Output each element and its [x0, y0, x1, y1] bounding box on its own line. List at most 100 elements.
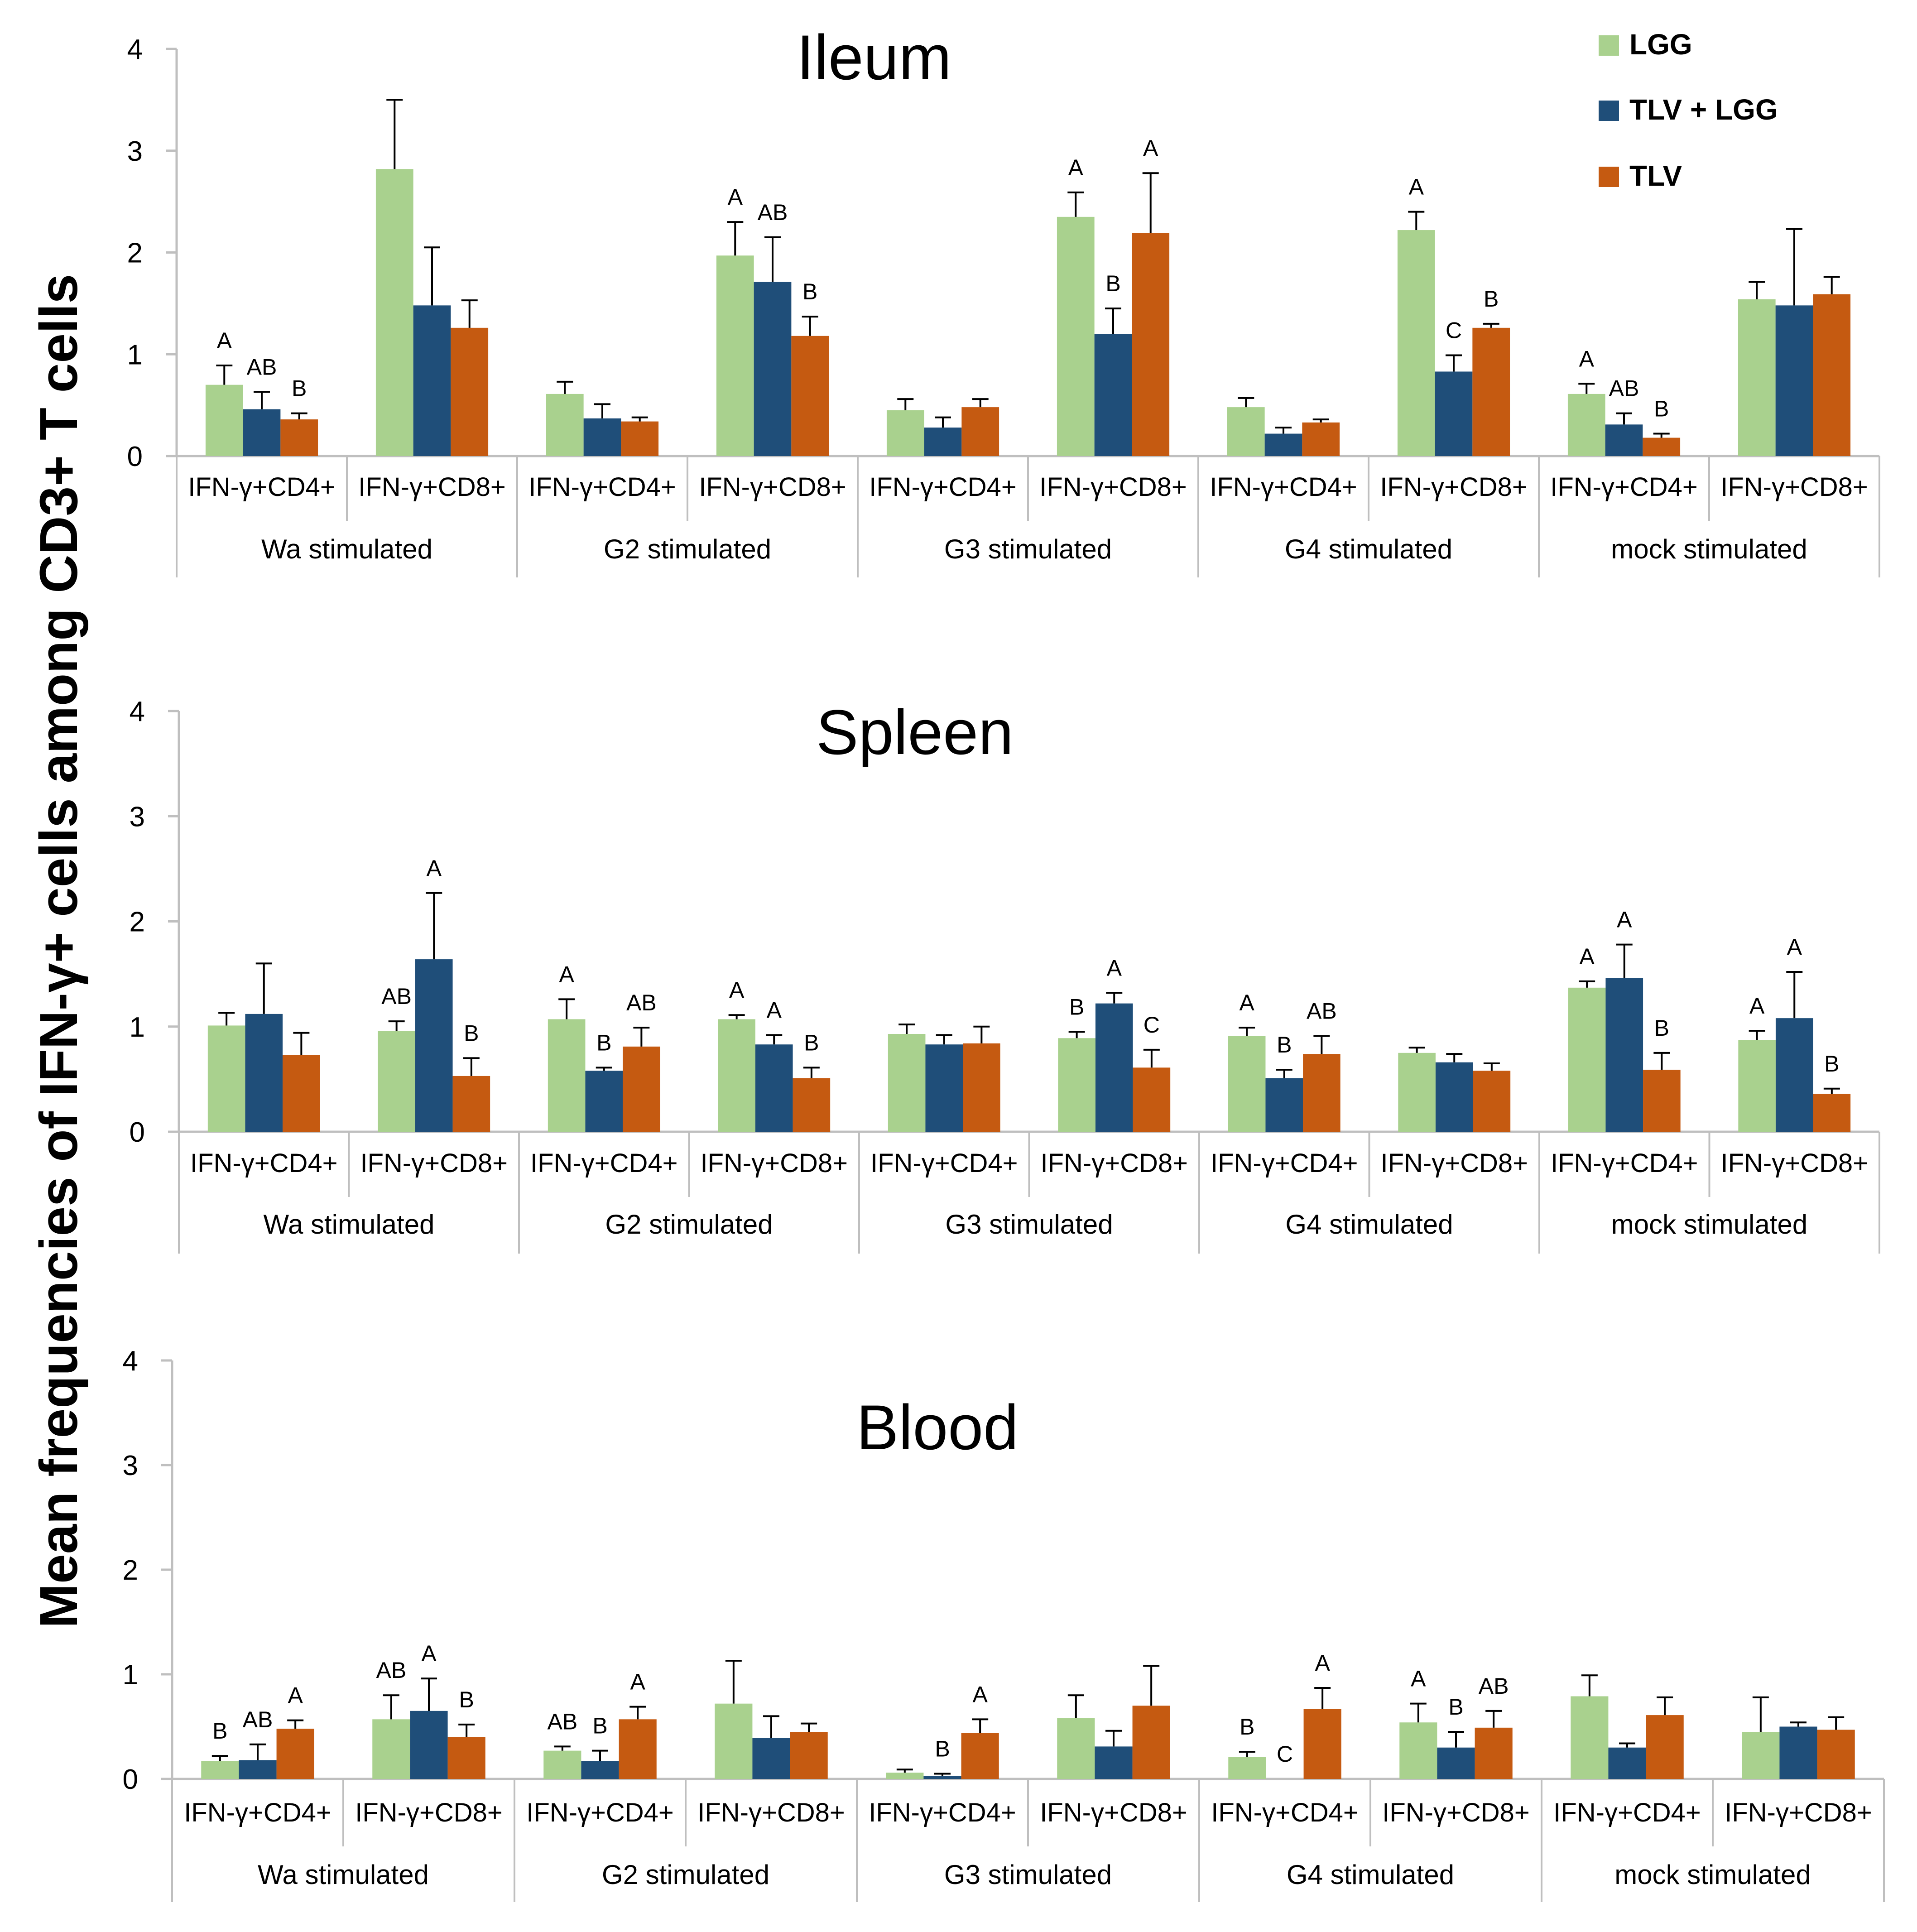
blood-bar-tlv-lgg	[1779, 1726, 1817, 1779]
blood-bar-tlv	[1475, 1727, 1513, 1779]
legend-item-lgg: LGG	[1599, 28, 1692, 61]
ileum-category-label: IFN-γ+CD8+	[358, 472, 506, 502]
ileum-bar-tlv	[621, 421, 659, 456]
spleen-bar-tlv	[1133, 1067, 1171, 1132]
ileum-bar-lgg	[1227, 407, 1265, 456]
blood-significance-letter-tlv-lgg: B	[592, 1713, 607, 1739]
ileum-bar-lgg	[1738, 299, 1776, 456]
spleen-category-label: IFN-γ+CD4+	[870, 1149, 1018, 1178]
blood-category-label: IFN-γ+CD8+	[355, 1798, 503, 1827]
y-axis-label: Mean frequencies of IFN-γ+ cells among C…	[29, 274, 89, 1628]
blood-bar-tlv	[1132, 1706, 1170, 1779]
ileum-y-tick-label: 1	[127, 339, 143, 370]
ileum-bar-lgg	[375, 169, 413, 457]
spleen-category-label: IFN-γ+CD4+	[530, 1149, 678, 1178]
blood-bar-tlv-lgg	[1608, 1747, 1646, 1779]
ileum-category-label: IFN-γ+CD4+	[528, 472, 676, 502]
spleen-category-label: IFN-γ+CD8+	[1380, 1149, 1528, 1178]
spleen-bar-tlv	[623, 1046, 660, 1132]
legend-label-tlv-lgg: TLV + LGG	[1629, 93, 1778, 126]
ileum-group-label: G3 stimulated	[944, 534, 1112, 564]
blood-bar-tlv-lgg	[752, 1738, 790, 1779]
spleen-bar-tlv-lgg	[585, 1071, 623, 1132]
ileum-y-tick-label: 0	[127, 441, 143, 472]
ileum-significance-letter-tlv: B	[1654, 396, 1669, 422]
ileum-significance-letter-tlv: A	[1143, 135, 1158, 161]
spleen-bar-lgg	[1738, 1040, 1776, 1132]
ileum-bar-tlv-lgg	[1605, 424, 1643, 456]
spleen-bar-lgg	[1228, 1036, 1266, 1132]
spleen-group-label: G4 stimulated	[1285, 1209, 1453, 1240]
spleen-bar-tlv	[963, 1043, 1000, 1132]
ileum-significance-letter-tlv: B	[802, 279, 817, 304]
blood-panel: Blood 0 1 2 3 4 IFN-γ+CD4+ IFN-γ+CD8+ IFN-γ+CD4+…	[123, 1346, 1885, 1902]
spleen-bar-tlv	[452, 1076, 490, 1132]
blood-category-label: IFN-γ+CD4+	[526, 1798, 674, 1827]
spleen-significance-letter-tlv-lgg: A	[1787, 934, 1802, 960]
spleen-significance-letter-tlv: B	[804, 1030, 819, 1055]
ileum-category-label: IFN-γ+CD8+	[699, 472, 846, 502]
legend-label-tlv: TLV	[1629, 159, 1682, 192]
ileum-bar-tlv-lgg	[1264, 433, 1302, 456]
blood-bar-tlv	[961, 1733, 999, 1779]
blood-group-label: Wa stimulated	[258, 1860, 429, 1890]
blood-significance-letter-tlv: A	[630, 1669, 645, 1695]
ileum-bar-lgg	[1057, 216, 1095, 456]
ileum-group-label: Wa stimulated	[261, 534, 432, 564]
ileum-category-label: IFN-γ+CD4+	[188, 472, 336, 502]
spleen-significance-letter-lgg: A	[729, 977, 745, 1003]
ileum-category-label: IFN-γ+CD4+	[1210, 472, 1357, 502]
blood-bar-tlv-lgg	[1095, 1746, 1133, 1779]
blood-category-label: IFN-γ+CD4+	[1553, 1798, 1701, 1827]
ileum-bar-tlv-lgg	[243, 409, 281, 456]
blood-significance-letter-tlv-lgg: C	[1277, 1741, 1293, 1767]
spleen-category-label: IFN-γ+CD8+	[1040, 1149, 1188, 1178]
spleen-significance-letter-lgg: A	[1749, 993, 1765, 1019]
spleen-significance-letter-tlv: B	[1824, 1051, 1839, 1077]
ileum-bar-tlv-lgg	[583, 418, 621, 456]
spleen-bar-tlv	[1303, 1054, 1340, 1132]
spleen-y-tick-label: 3	[130, 801, 145, 832]
ileum-bar-lgg	[546, 394, 584, 456]
ileum-y-tick-label: 4	[127, 34, 143, 65]
spleen-y-tick-label: 1	[130, 1012, 145, 1043]
blood-bar-lgg	[715, 1703, 753, 1779]
ileum-significance-letter-tlv-lgg: B	[1105, 271, 1120, 296]
ileum-group-label: mock stimulated	[1611, 534, 1807, 564]
spleen-y-tick-label: 0	[130, 1117, 145, 1148]
blood-significance-letter-tlv: B	[459, 1687, 474, 1712]
spleen-bar-tlv-lgg	[755, 1044, 793, 1132]
spleen-title: Spleen	[816, 697, 1014, 768]
ileum-significance-letter-tlv-lgg: C	[1446, 317, 1462, 343]
blood-y-tick-label: 2	[123, 1555, 138, 1586]
spleen-significance-letter-tlv: B	[1654, 1015, 1669, 1041]
ileum-category-label: IFN-γ+CD4+	[869, 472, 1017, 502]
blood-significance-letter-tlv-lgg: AB	[243, 1707, 273, 1732]
blood-group-label: G4 stimulated	[1287, 1860, 1454, 1890]
spleen-bar-tlv	[793, 1078, 831, 1132]
spleen-bar-lgg	[1568, 987, 1606, 1132]
ileum-significance-letter-lgg: A	[1409, 174, 1424, 200]
blood-y-tick-label: 3	[123, 1450, 138, 1481]
blood-significance-letter-lgg: AB	[547, 1709, 577, 1734]
spleen-category-label: IFN-γ+CD4+	[1551, 1149, 1698, 1178]
spleen-category-label: IFN-γ+CD4+	[190, 1149, 338, 1178]
blood-group-label: G2 stimulated	[602, 1860, 769, 1890]
blood-bar-lgg	[1571, 1696, 1609, 1779]
ileum-bar-tlv-lgg	[1775, 305, 1813, 456]
blood-significance-letter-lgg: B	[1240, 1714, 1254, 1740]
spleen-bar-tlv-lgg	[925, 1044, 963, 1132]
ileum-y-tick-label: 2	[127, 238, 143, 269]
legend-label-lgg: LGG	[1629, 28, 1692, 61]
ileum-significance-letter-lgg: A	[217, 328, 232, 353]
spleen-panel: Spleen 0 1 2 3 4 IFN-γ+CD4+ IFN-γ+CD8+ IFN-γ+CD4…	[130, 696, 1880, 1254]
spleen-bar-tlv-lgg	[1095, 1003, 1133, 1132]
spleen-group-label: G2 stimulated	[605, 1209, 773, 1240]
spleen-significance-letter-tlv: AB	[626, 990, 657, 1015]
spleen-significance-letter-lgg: AB	[381, 984, 412, 1009]
spleen-significance-letter-tlv-lgg: A	[1617, 907, 1632, 932]
ileum-bar-tlv	[280, 419, 318, 456]
spleen-significance-letter-tlv-lgg: A	[427, 855, 442, 881]
blood-bar-lgg	[201, 1761, 239, 1779]
